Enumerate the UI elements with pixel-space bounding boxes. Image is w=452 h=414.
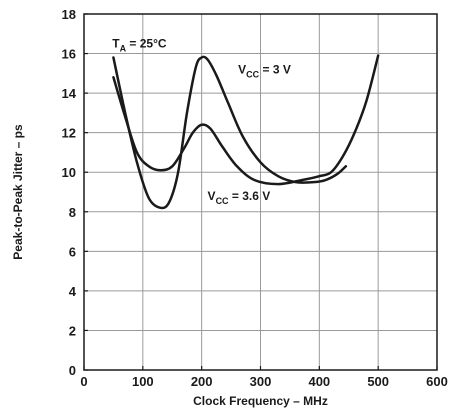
x-tick-label: 500 <box>367 374 389 389</box>
y-tick-label: 12 <box>62 126 76 141</box>
x-tick-label: 300 <box>250 374 272 389</box>
y-tick-label: 10 <box>62 165 76 180</box>
y-tick-label: 14 <box>62 86 77 101</box>
annotation-3: VCC = 3.6 V <box>208 189 271 206</box>
y-tick-label: 6 <box>69 244 76 259</box>
data-series <box>112 54 380 210</box>
x-tick-label: 400 <box>308 374 330 389</box>
x-tick-label: 0 <box>80 374 87 389</box>
y-tick-label: 2 <box>69 323 76 338</box>
x-tick-label: 600 <box>426 374 448 389</box>
y-tick-label: 4 <box>69 284 77 299</box>
annotation-1: TA = 25°C <box>112 37 167 54</box>
x-tick-label: 100 <box>132 374 154 389</box>
y-tick-label: 18 <box>62 7 76 22</box>
annotations: TA = 25°C VCC = 3 V VCC = 3.6 V <box>112 37 291 206</box>
y-axis-title: Peak-to-Peak Jitter – ps <box>11 124 25 260</box>
y-tick-label: 0 <box>69 363 76 378</box>
x-tick-label: 200 <box>191 374 213 389</box>
axis-ticks: 0 100 200 300 400 500 600 0 2 4 6 8 10 12 14 16 18 <box>62 7 448 389</box>
series-line-1 <box>112 55 348 210</box>
series-line-2 <box>112 54 380 186</box>
x-axis-title: Clock Frequency – MHz <box>193 394 328 408</box>
y-tick-label: 16 <box>62 47 76 62</box>
y-tick-label: 8 <box>69 205 76 220</box>
annotation-2: VCC = 3 V <box>238 62 291 79</box>
